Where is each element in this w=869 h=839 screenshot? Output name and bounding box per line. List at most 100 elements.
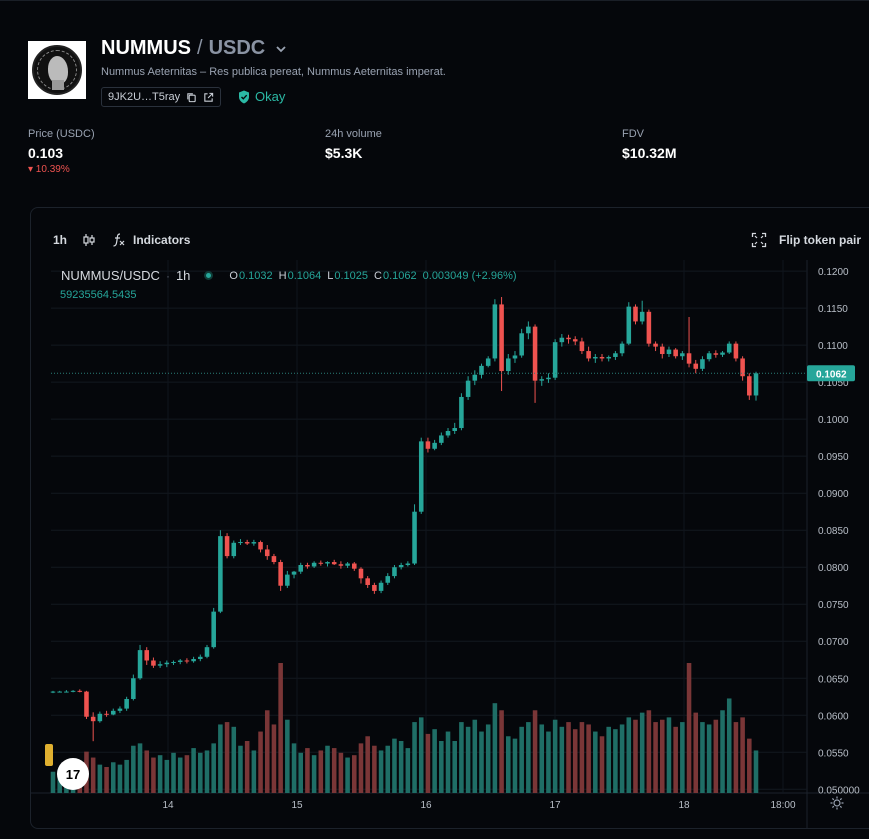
interval-button[interactable]: 1h [53, 233, 68, 247]
candle-body [713, 353, 719, 355]
candlestick-chart[interactable]: 0.1200 0.1150 0.1100 0.1050 0.1000 0.0950 0.09… [31, 208, 869, 829]
candle-body [104, 713, 109, 715]
volume-bar [532, 710, 538, 793]
candle-body [144, 650, 150, 661]
volume-bar [499, 710, 504, 793]
price-value: 0.103 [28, 145, 64, 161]
candle-body [110, 710, 116, 715]
candle-body [733, 343, 739, 359]
volume-bar [405, 748, 411, 793]
volume-bar [117, 764, 123, 793]
volume-value: $5.3K [325, 145, 363, 161]
volume-bar [218, 724, 223, 793]
candle-body [653, 343, 658, 347]
y-tick-label: 0.1100 [818, 341, 848, 352]
candle-body [365, 578, 370, 585]
candle-body [271, 556, 277, 563]
candle-body [673, 349, 678, 357]
settings-icon[interactable] [830, 796, 844, 810]
volume-bar [512, 738, 518, 793]
candlestick-type-icon[interactable] [81, 232, 97, 248]
candle-body [278, 562, 283, 586]
volume-bar [740, 717, 745, 793]
candle-body [586, 351, 591, 359]
volume-bar [613, 729, 618, 793]
volume-bar [398, 741, 404, 793]
candle-body [224, 536, 230, 557]
x-tick-label: 18 [678, 800, 690, 811]
coin-portrait-icon [32, 45, 82, 95]
volume-bar [151, 757, 156, 793]
status-text: Okay [255, 89, 286, 104]
candle-body [385, 576, 391, 583]
copy-icon[interactable] [186, 92, 197, 103]
volume-bar [700, 722, 705, 793]
candle-body [291, 571, 297, 575]
indicators-label: Indicators [133, 233, 191, 247]
volume-bar [345, 757, 350, 793]
volume-bar [231, 726, 237, 793]
chart-panel: 1h Indicators Flip token pair 0.1200 0.11… [30, 207, 869, 829]
y-tick-label: 0.1050 [818, 378, 849, 389]
volume-bar [492, 703, 498, 793]
indicators-button[interactable]: Indicators [111, 232, 190, 248]
external-link-icon[interactable] [203, 92, 214, 103]
volume-bar [646, 710, 652, 793]
candle-body [285, 574, 290, 586]
volume-bar [291, 743, 297, 793]
chevron-down-icon [276, 45, 286, 52]
candle-body [238, 542, 243, 544]
flip-label: Flip token pair [778, 233, 861, 247]
candle-body [392, 567, 397, 577]
x-tick-label: 14 [162, 800, 174, 811]
volume-label: 24h volume [325, 128, 382, 140]
candle-body [372, 584, 377, 591]
volume-bar [733, 722, 739, 793]
candle-body [412, 511, 417, 564]
fullscreen-icon[interactable] [751, 232, 767, 248]
candle-body [459, 396, 464, 429]
legend-symbol: NUMMUS/USDC [61, 268, 160, 283]
volume-bar [459, 722, 464, 793]
volume-stat: 24h volume $5.3K [325, 128, 382, 161]
function-icon [113, 233, 125, 247]
volume-bar [579, 722, 585, 793]
volume-bar [97, 764, 103, 793]
candle-body [606, 356, 611, 359]
volume-bar [251, 750, 257, 793]
candle-body [311, 562, 317, 567]
candle-body [305, 564, 310, 567]
address-chip[interactable]: 9JK2U…T5ray [101, 87, 222, 107]
volume-bar [747, 738, 752, 793]
candle-body [338, 564, 344, 566]
candle-body [358, 568, 364, 579]
close-key: C [374, 269, 382, 282]
volume-bar [204, 750, 210, 793]
volume-bar [157, 755, 163, 793]
candle-body [572, 339, 578, 342]
volume-bar [639, 712, 645, 793]
candle-body [432, 442, 437, 449]
candle-body [552, 342, 558, 378]
volume-bar [144, 750, 150, 793]
flip-token-pair-button[interactable]: Flip token pair [751, 232, 861, 248]
candle-body [485, 358, 491, 366]
candle-body [532, 326, 538, 381]
volume-bar [505, 736, 511, 793]
candle-body [184, 660, 190, 662]
verification-badge: Okay [238, 89, 285, 104]
pair-selector[interactable]: NUMMUS / USDC [101, 37, 287, 60]
volume-bar [552, 719, 558, 793]
candle-body [626, 306, 632, 344]
y-tick-label: 0.0800 [818, 563, 849, 574]
candle-body [539, 379, 545, 381]
candle-body [398, 564, 404, 568]
volume-bar [385, 745, 391, 793]
volume-bar [606, 726, 611, 793]
drawing-toolbar-handle[interactable] [45, 744, 53, 766]
chart-toolbar: 1h Indicators [53, 232, 190, 248]
candle-body [740, 358, 745, 377]
open-key: O [229, 269, 238, 282]
candle-body [177, 660, 183, 662]
tradingview-logo[interactable]: 17 [57, 758, 89, 790]
